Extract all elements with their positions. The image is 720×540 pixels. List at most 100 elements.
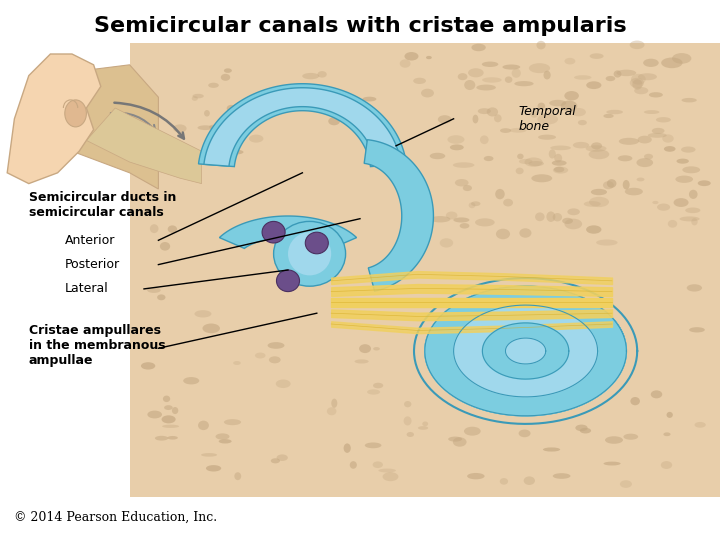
- Ellipse shape: [208, 83, 219, 88]
- Ellipse shape: [147, 287, 161, 293]
- Ellipse shape: [202, 323, 220, 333]
- Ellipse shape: [580, 428, 591, 434]
- Ellipse shape: [447, 135, 464, 144]
- Ellipse shape: [630, 40, 644, 49]
- Ellipse shape: [625, 188, 643, 195]
- Ellipse shape: [467, 473, 485, 480]
- Ellipse shape: [605, 436, 623, 444]
- Ellipse shape: [543, 448, 560, 451]
- Ellipse shape: [458, 73, 467, 80]
- Ellipse shape: [590, 53, 603, 59]
- Ellipse shape: [305, 232, 328, 254]
- Ellipse shape: [382, 472, 398, 481]
- Ellipse shape: [426, 56, 432, 59]
- Ellipse shape: [148, 410, 162, 418]
- Ellipse shape: [373, 461, 383, 468]
- Ellipse shape: [192, 94, 204, 98]
- Ellipse shape: [487, 107, 498, 117]
- Ellipse shape: [564, 58, 575, 64]
- Ellipse shape: [564, 91, 579, 100]
- Ellipse shape: [523, 476, 535, 485]
- Ellipse shape: [589, 197, 609, 207]
- Polygon shape: [86, 108, 202, 184]
- Ellipse shape: [274, 221, 346, 286]
- Ellipse shape: [586, 225, 601, 234]
- Ellipse shape: [698, 180, 711, 186]
- Ellipse shape: [631, 74, 646, 85]
- Ellipse shape: [155, 436, 168, 441]
- Ellipse shape: [651, 390, 662, 399]
- Ellipse shape: [482, 77, 502, 83]
- Ellipse shape: [549, 150, 556, 159]
- Polygon shape: [500, 335, 551, 367]
- Polygon shape: [65, 65, 158, 189]
- Ellipse shape: [652, 128, 665, 134]
- Ellipse shape: [538, 134, 556, 140]
- Ellipse shape: [422, 422, 428, 426]
- Ellipse shape: [535, 212, 544, 221]
- Ellipse shape: [221, 127, 231, 132]
- Ellipse shape: [373, 383, 383, 388]
- Ellipse shape: [359, 344, 371, 353]
- Polygon shape: [454, 305, 598, 397]
- Ellipse shape: [616, 70, 636, 76]
- Ellipse shape: [201, 453, 217, 457]
- Ellipse shape: [463, 185, 472, 191]
- Polygon shape: [130, 43, 720, 497]
- Polygon shape: [220, 216, 356, 248]
- Ellipse shape: [430, 216, 451, 222]
- Ellipse shape: [531, 111, 538, 118]
- Ellipse shape: [550, 145, 571, 150]
- Ellipse shape: [681, 146, 696, 153]
- Ellipse shape: [675, 176, 693, 183]
- Polygon shape: [479, 321, 572, 381]
- Ellipse shape: [668, 220, 678, 228]
- Ellipse shape: [227, 105, 236, 112]
- Ellipse shape: [644, 154, 653, 159]
- Polygon shape: [425, 286, 626, 416]
- Ellipse shape: [553, 213, 562, 221]
- Ellipse shape: [276, 270, 300, 292]
- Ellipse shape: [192, 159, 202, 168]
- Ellipse shape: [546, 212, 555, 222]
- Ellipse shape: [591, 189, 607, 195]
- Ellipse shape: [494, 114, 502, 123]
- Ellipse shape: [636, 158, 653, 167]
- Ellipse shape: [672, 53, 691, 64]
- Ellipse shape: [680, 217, 700, 221]
- Ellipse shape: [691, 218, 698, 225]
- Ellipse shape: [228, 150, 243, 154]
- Ellipse shape: [464, 80, 475, 90]
- Ellipse shape: [607, 179, 616, 188]
- Ellipse shape: [674, 198, 688, 207]
- Ellipse shape: [618, 138, 639, 145]
- Ellipse shape: [206, 465, 221, 471]
- Ellipse shape: [631, 397, 640, 406]
- Ellipse shape: [638, 73, 657, 80]
- Ellipse shape: [453, 163, 474, 168]
- Ellipse shape: [302, 73, 319, 79]
- Ellipse shape: [685, 207, 701, 213]
- Ellipse shape: [613, 70, 621, 78]
- Ellipse shape: [294, 101, 302, 105]
- Ellipse shape: [663, 433, 670, 436]
- Ellipse shape: [512, 69, 521, 78]
- Polygon shape: [482, 323, 569, 379]
- Ellipse shape: [606, 76, 616, 81]
- Ellipse shape: [589, 150, 609, 159]
- Ellipse shape: [585, 145, 606, 152]
- Ellipse shape: [268, 342, 284, 349]
- Ellipse shape: [141, 362, 156, 369]
- Ellipse shape: [328, 117, 340, 125]
- Ellipse shape: [331, 399, 338, 408]
- Ellipse shape: [662, 134, 674, 143]
- Ellipse shape: [469, 202, 475, 208]
- Ellipse shape: [677, 159, 689, 164]
- Ellipse shape: [538, 103, 545, 110]
- Ellipse shape: [648, 133, 667, 138]
- Ellipse shape: [519, 159, 532, 164]
- Ellipse shape: [228, 122, 246, 128]
- Ellipse shape: [454, 218, 469, 222]
- Ellipse shape: [500, 128, 511, 133]
- Ellipse shape: [478, 108, 491, 114]
